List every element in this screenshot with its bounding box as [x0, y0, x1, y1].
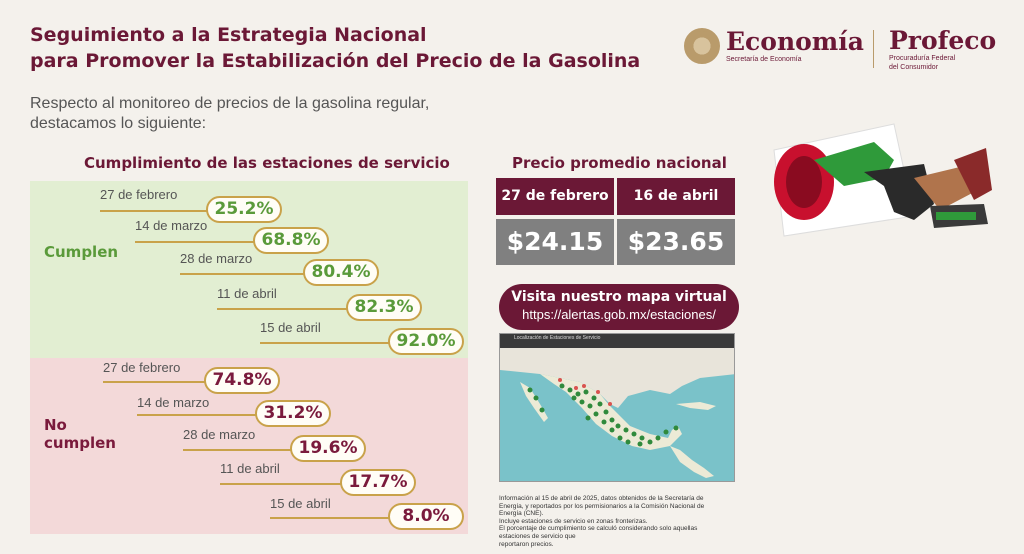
map-screenshot[interactable]: Localización de Estaciones de Servicio	[499, 333, 735, 482]
bad-row-3-line	[183, 449, 295, 451]
bad-row-2-value: 31.2%	[255, 400, 331, 427]
bad-row-4-line	[220, 483, 344, 485]
good-row-4-value: 82.3%	[346, 294, 422, 321]
bad-row-2-line	[137, 414, 259, 416]
good-row-5-line	[260, 342, 394, 344]
noncompliant-label-line-2: cumplen	[44, 434, 116, 452]
title-line-1: Seguimiento a la Estrategia Nacional	[30, 24, 427, 46]
footnote: Información al 15 de abril de 2025, dato…	[499, 495, 739, 548]
price-value-1: $24.15	[496, 219, 614, 265]
footnote-line-6: estaciones de servicio que	[499, 532, 576, 540]
good-row-3-line	[180, 273, 308, 275]
intro-line-1: Respecto al monitoreo de precios de la g…	[30, 95, 430, 112]
profeco-sub-1: Procuraduría Federal	[889, 55, 956, 62]
fuel-nozzle-image	[764, 120, 994, 240]
economia-logo: Economía Secretaría de Economía	[684, 28, 864, 64]
logo-divider	[873, 30, 874, 68]
price-date-1: 27 de febrero	[496, 178, 614, 215]
good-row-4-line	[217, 308, 351, 310]
footnote-line-1: Información al 15 de abril de 2025, dato…	[499, 495, 704, 502]
compliant-label: Cumplen	[44, 243, 119, 261]
profeco-logo: Profeco Procuraduría Federal del Consumi…	[889, 28, 996, 72]
footnote-line-3: Energía (CNE).	[499, 510, 544, 518]
good-row-2-value: 68.8%	[253, 227, 329, 254]
profeco-name: Profeco	[889, 26, 997, 55]
price-value-2: $23.65	[617, 219, 735, 265]
good-row-2-date: 14 de marzo	[135, 218, 208, 233]
footnote-line-2: Energía, y reportados por los permisiona…	[499, 502, 705, 510]
intro-text: Respecto al monitoreo de precios de la g…	[30, 94, 429, 134]
bad-row-5-value: 8.0%	[388, 503, 464, 530]
footnote-line-5: El porcentaje de cumplimiento se calculó…	[499, 525, 698, 533]
profeco-sub-2: del Consumidor	[889, 64, 939, 71]
title-line-2: para Promover la Estabilización del Prec…	[30, 50, 641, 72]
map-window-title: Localización de Estaciones de Servicio	[514, 335, 601, 341]
good-row-1-date: 27 de febrero	[100, 187, 178, 202]
intro-line-2: destacamos lo siguiente:	[30, 115, 207, 132]
bad-row-4-date: 11 de abril	[220, 461, 280, 476]
bad-row-2-date: 14 de marzo	[137, 395, 210, 410]
good-row-1-line	[100, 210, 210, 212]
map-graphic	[500, 348, 734, 481]
good-row-1-value: 25.2%	[206, 196, 282, 223]
good-row-2-line	[135, 241, 257, 243]
price-date-2: 16 de abril	[617, 178, 735, 215]
page-title: Seguimiento a la Estrategia Nacional par…	[30, 22, 640, 74]
national-seal-icon	[684, 28, 720, 64]
compliance-title: Cumplimiento de las estaciones de servic…	[84, 154, 450, 172]
bad-row-1-line	[103, 381, 209, 383]
noncompliant-label: No cumplen	[44, 416, 116, 452]
bad-row-3-date: 28 de marzo	[183, 427, 256, 442]
noncompliant-label-line-1: No	[44, 416, 67, 434]
good-row-3-date: 28 de marzo	[180, 251, 253, 266]
map-window-bar: Localización de Estaciones de Servicio	[500, 334, 734, 348]
good-row-5-value: 92.0%	[388, 328, 464, 355]
good-row-3-value: 80.4%	[303, 259, 379, 286]
map-link-button[interactable]: Visita nuestro mapa virtual https://aler…	[499, 284, 739, 330]
good-row-5-date: 15 de abril	[260, 320, 321, 335]
bad-row-5-line	[270, 517, 392, 519]
footnote-line-4: Incluye estaciones de servicio en zonas …	[499, 517, 648, 525]
footnote-line-7: reportaron precios.	[499, 540, 554, 548]
bad-row-3-value: 19.6%	[290, 435, 366, 462]
good-row-4-date: 11 de abril	[217, 286, 277, 301]
economia-sub: Secretaría de Economía	[726, 56, 802, 63]
map-button-line-1: Visita nuestro mapa virtual	[511, 289, 727, 305]
economia-name: Economía	[726, 27, 864, 56]
bad-row-5-date: 15 de abril	[270, 496, 331, 511]
map-button-url: https://alertas.gob.mx/estaciones/	[522, 307, 716, 322]
bad-row-1-value: 74.8%	[204, 367, 280, 394]
bad-row-1-date: 27 de febrero	[103, 360, 181, 375]
bad-row-4-value: 17.7%	[340, 469, 416, 496]
price-title: Precio promedio nacional	[512, 154, 727, 172]
